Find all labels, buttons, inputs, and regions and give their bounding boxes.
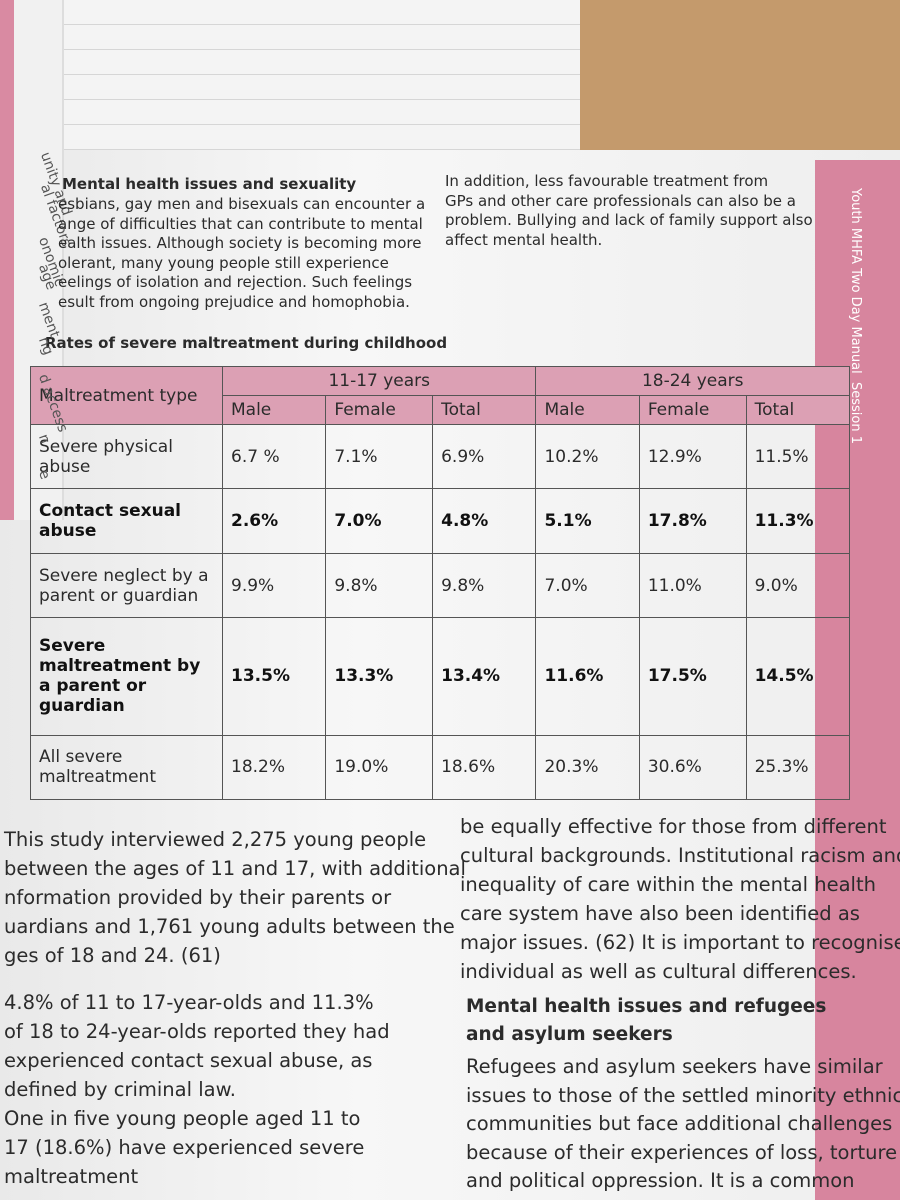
intro-text: affect mental health.: [445, 230, 603, 249]
row-label: All severe maltreatment: [30, 734, 223, 800]
cell: 17.8%: [638, 488, 747, 554]
intro-text: ealth issues. Although society is becomi…: [58, 234, 422, 252]
type-header: Maltreatment type: [30, 366, 223, 425]
cell: 14.5%: [745, 617, 851, 736]
column-header: Male: [221, 395, 327, 425]
cell: 11.5%: [745, 423, 851, 490]
intro-text: olerant, many young people still experie…: [58, 253, 389, 272]
body-text: inequality of care within the mental hea…: [460, 873, 876, 896]
row-label: Severe maltreatment by a parent or guard…: [30, 617, 223, 736]
body-text: communities but face additional challeng…: [466, 1112, 893, 1135]
table-title: Rates of severe maltreatment during chil…: [45, 334, 448, 352]
intro-text: In addition, less favourable treatment f…: [445, 172, 769, 190]
row-label: Contact sexual abuse: [30, 488, 223, 554]
body-text: Refugees and asylum seekers have similar: [466, 1055, 883, 1078]
cell: 12.9%: [638, 423, 747, 490]
body-text: issues to those of the settled minority …: [466, 1083, 900, 1107]
body-text: nformation provided by their parents or: [4, 886, 392, 909]
row-label: Severe neglect by a parent or guardian: [30, 552, 223, 619]
cell: 11.3%: [745, 488, 851, 554]
cell: 30.6%: [638, 734, 747, 800]
body-text: 17 (18.6%) have experienced severe: [4, 1136, 365, 1159]
intro-heading: Mental health issues and sexuality: [62, 175, 357, 193]
body-text: experienced contact sexual abuse, as: [4, 1049, 373, 1072]
cell: 9.0%: [745, 552, 851, 619]
cell: 9.8%: [325, 552, 434, 619]
session-label: Session 1: [848, 382, 863, 445]
table-row: Severe physical abuse 6.7 % 7.1% 6.9% 10.2% 1…: [30, 423, 851, 490]
column-header: Total: [745, 395, 851, 425]
cell: 7.1%: [325, 423, 434, 490]
cell: 13.4%: [432, 617, 537, 736]
cell: 20.3%: [535, 734, 640, 800]
cell: 5.1%: [535, 488, 640, 554]
body-text: maltreatment: [4, 1165, 139, 1188]
cell: 25.3%: [745, 734, 851, 800]
cell: 6.9%: [432, 423, 537, 490]
table-row: Severe maltreatment by a parent or guard…: [30, 617, 851, 736]
notepad: [40, 0, 580, 170]
table-row: All severe maltreatment 18.2% 19.0% 18.6% 20…: [30, 734, 851, 800]
body-text: care system have also been identified as: [460, 902, 860, 925]
intro-text: esbians, gay men and bisexuals can encou…: [58, 195, 426, 213]
body-text: be equally effective for those from diff…: [460, 815, 887, 838]
cell: 13.3%: [325, 617, 434, 736]
body-text: individual as well as cultural differenc…: [460, 960, 857, 983]
cell: 2.6%: [221, 488, 327, 554]
column-header: Female: [638, 395, 747, 425]
section-heading: Mental health issues and refugees: [466, 996, 827, 1017]
cell: 13.5%: [221, 617, 327, 736]
row-label: Severe physical abuse: [30, 423, 223, 490]
group-header: 18-24 years: [535, 366, 850, 396]
table-row: Severe neglect by a parent or guardian 9.…: [30, 552, 851, 619]
intro-text: ange of difficulties that can contribute…: [58, 214, 423, 233]
body-text: between the ages of 11 and 17, with addi…: [4, 857, 466, 880]
cell: 7.0%: [325, 488, 434, 554]
cell: 9.9%: [221, 552, 327, 619]
body-text: of 18 to 24-year-olds reported they had: [4, 1020, 390, 1043]
column-header: Male: [535, 395, 640, 425]
table: Maltreatment type 11-17 years 18-24 year…: [30, 366, 851, 800]
intro-text: esult from ongoing prejudice and homopho…: [58, 292, 410, 311]
cell: 4.8%: [432, 488, 537, 554]
cell: 18.6%: [432, 734, 537, 800]
body-text: This study interviewed 2,275 young peopl…: [4, 828, 427, 851]
cell: 19.0%: [325, 734, 434, 800]
intro-text: eelings of isolation and rejection. Such…: [58, 273, 413, 291]
body-text: 4.8% of 11 to 17-year-olds and 11.3%: [4, 991, 374, 1014]
section-heading: and asylum seekers: [466, 1024, 673, 1045]
body-text: uardians and 1,761 young adults between …: [4, 915, 455, 938]
intro-text: problem. Bullying and lack of family sup…: [445, 211, 813, 229]
manual-title: Youth MHFA Two Day Manual: [848, 188, 863, 374]
group-header: 11-17 years: [221, 366, 537, 396]
cell: 11.0%: [638, 552, 747, 619]
cell: 11.6%: [535, 617, 640, 736]
body-text: major issues. (62) It is important to re…: [460, 931, 900, 954]
body-text: One in five young people aged 11 to: [4, 1107, 361, 1130]
intro-text: GPs and other care professionals can als…: [445, 191, 796, 210]
body-text: and political oppression. It is a common: [466, 1169, 855, 1192]
table-row: Contact sexual abuse 2.6% 7.0% 4.8% 5.1% 17.8…: [30, 488, 851, 554]
cell: 18.2%: [221, 734, 327, 800]
body-text: because of their experiences of loss, to…: [466, 1140, 898, 1164]
cell: 9.8%: [432, 552, 537, 619]
column-header: Total: [432, 395, 537, 425]
body-text: defined by criminal law.: [4, 1078, 236, 1101]
body-text: ges of 18 and 24. (61): [4, 944, 221, 967]
column-header: Female: [325, 395, 434, 425]
cell: 10.2%: [535, 423, 640, 490]
cell: 17.5%: [638, 617, 747, 736]
body-text: cultural backgrounds. Institutional raci…: [460, 844, 900, 867]
cell: 7.0%: [535, 552, 640, 619]
cell: 6.7 %: [221, 423, 327, 490]
